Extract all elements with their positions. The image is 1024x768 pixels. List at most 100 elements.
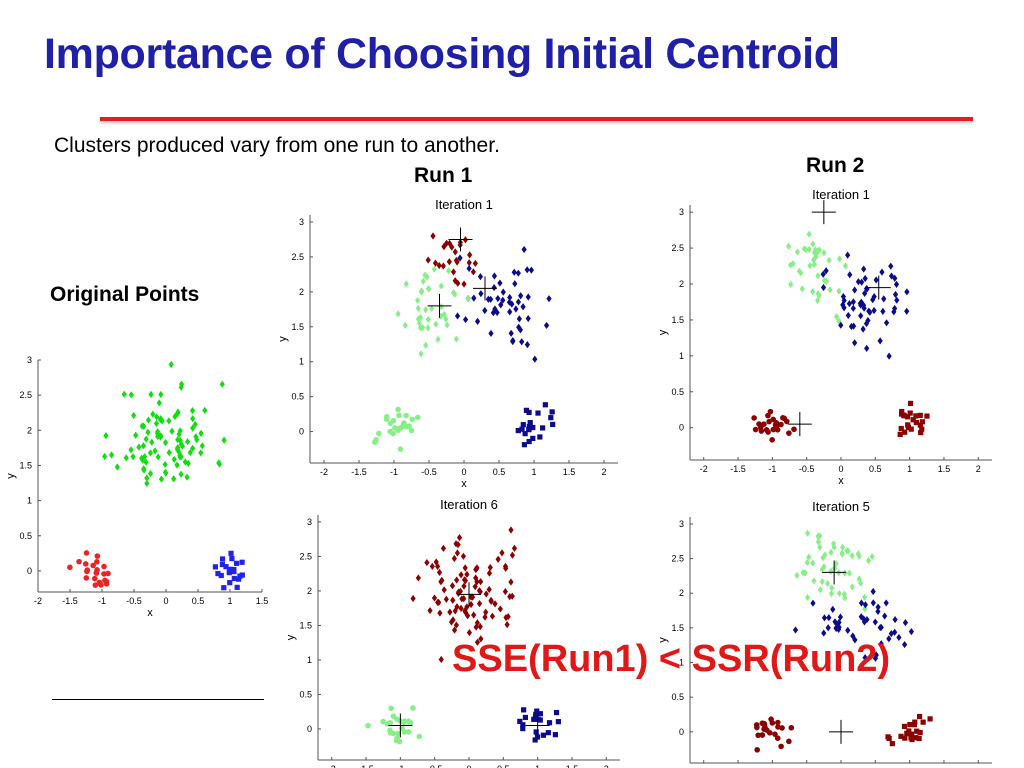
data-point [888,262,894,270]
data-point [783,418,790,425]
data-point [457,587,463,595]
data-point [153,419,160,428]
data-point [454,312,461,320]
data-point [158,475,165,483]
data-point [810,240,816,248]
data-point [878,623,884,632]
data-point [139,454,145,462]
data-point [231,569,237,575]
data-point [858,298,864,306]
data-point [836,317,842,325]
data-point [858,579,864,587]
data-point [836,589,842,598]
data-point [441,586,447,594]
slide-subtitle: Clusters produced vary from one run to a… [54,134,500,157]
data-point [462,607,468,615]
data-point [489,612,496,620]
data-point [438,302,444,311]
data-point [858,312,864,320]
data-point [449,582,456,590]
data-point [864,285,870,293]
y-tick-label: 0 [27,566,32,576]
data-point [507,593,513,601]
data-point [223,564,229,570]
data-point [83,575,90,581]
y-tick-label: 2.5 [671,554,684,564]
y-tick-label: 2.5 [291,252,304,262]
data-point [403,412,409,419]
data-point [158,390,164,399]
data-point [408,427,415,434]
data-point [452,277,458,285]
data-point [879,268,885,276]
data-point [508,526,514,534]
data-point [424,558,430,567]
data-point [133,431,139,439]
data-point [510,336,516,345]
data-point [409,416,416,423]
y-tick-label: 3 [307,517,312,527]
data-point [546,295,552,303]
data-point [533,711,539,717]
data-point [147,469,154,478]
data-point [464,603,470,611]
data-point [872,618,878,626]
data-point [788,724,795,731]
y-tick-label: 3 [27,355,32,365]
data-point [516,323,522,331]
data-point [435,335,441,344]
data-point [482,306,488,315]
data-point [870,587,876,596]
data-point [495,555,501,563]
data-point [526,409,532,416]
data-point [871,306,877,315]
data-point [796,267,802,275]
plot-title: Iteration 5 [812,499,870,514]
data-point [525,293,531,301]
data-point [864,344,870,353]
data-point [419,324,426,332]
data-point [395,310,401,318]
data-point [862,601,868,609]
data-point [817,543,823,551]
data-point [861,301,867,309]
data-point [446,239,453,247]
data-point [387,420,394,427]
data-point [542,402,548,408]
data-point [464,612,471,620]
data-point [425,315,431,324]
data-point [468,600,474,609]
data-point [787,261,794,269]
data-point [466,259,472,267]
data-point [768,716,774,722]
data-point [425,285,431,293]
data-point [102,452,108,461]
data-point [904,414,911,420]
data-point [775,724,781,730]
data-point [873,651,879,659]
data-point [810,559,816,567]
data-point [762,724,768,731]
data-point [199,442,205,450]
data-point [437,609,443,617]
data-point [540,425,546,431]
data-point [924,413,930,419]
data-point [828,548,834,556]
data-point [845,626,851,634]
data-point [466,629,473,637]
data-point [507,308,513,316]
x-tick-label: 2 [976,464,981,474]
data-point [429,562,435,571]
data-point [861,615,867,623]
data-point [553,709,560,716]
data-point [141,465,147,473]
footnote-rule [52,699,264,700]
data-point [792,626,799,634]
data-point [166,449,172,457]
data-point [455,589,462,597]
data-point [177,427,183,435]
data-point [852,339,858,347]
data-point [175,444,181,452]
